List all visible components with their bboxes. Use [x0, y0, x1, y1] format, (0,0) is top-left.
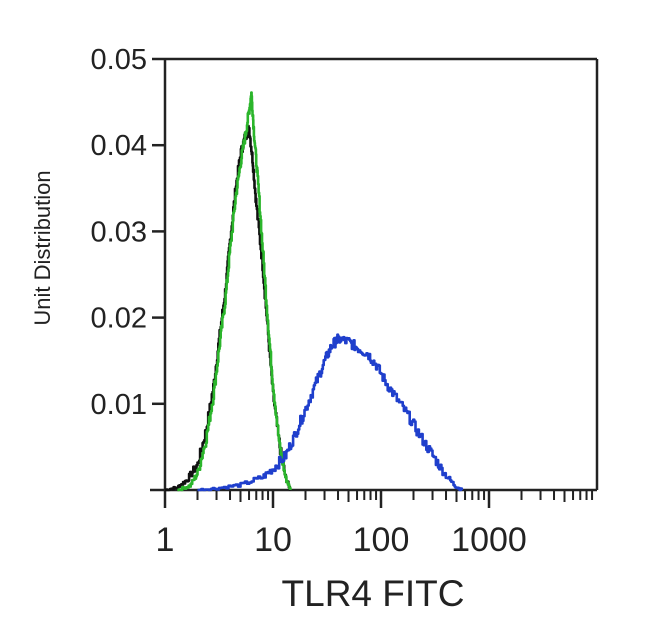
y-axis-label: Unit Distribution: [30, 170, 55, 325]
x-tick-label: 1: [156, 521, 175, 559]
series-layer: [164, 91, 464, 492]
series-line-green: [177, 91, 292, 492]
x-tick-label: 1000: [451, 521, 527, 559]
y-tick-label: 0.04: [91, 130, 147, 162]
series-line-blue: [197, 333, 464, 492]
x-axis-ticks: 1 10 100 1000: [156, 490, 594, 559]
y-tick-label: 0.03: [91, 216, 147, 248]
y-tick-label: 0.01: [91, 389, 147, 421]
y-tick-label: 0.05: [91, 44, 147, 76]
x-tick-label: 100: [353, 521, 410, 559]
x-axis-label: TLR4 FITC: [282, 573, 465, 614]
series-line-black: [164, 124, 292, 492]
y-tick-label: 0.02: [91, 303, 147, 335]
y-axis-ticks: 0.01 0.02 0.03 0.04 0.05: [91, 44, 165, 421]
plot-frame: [150, 57, 599, 492]
x-tick-label: 10: [254, 521, 292, 559]
